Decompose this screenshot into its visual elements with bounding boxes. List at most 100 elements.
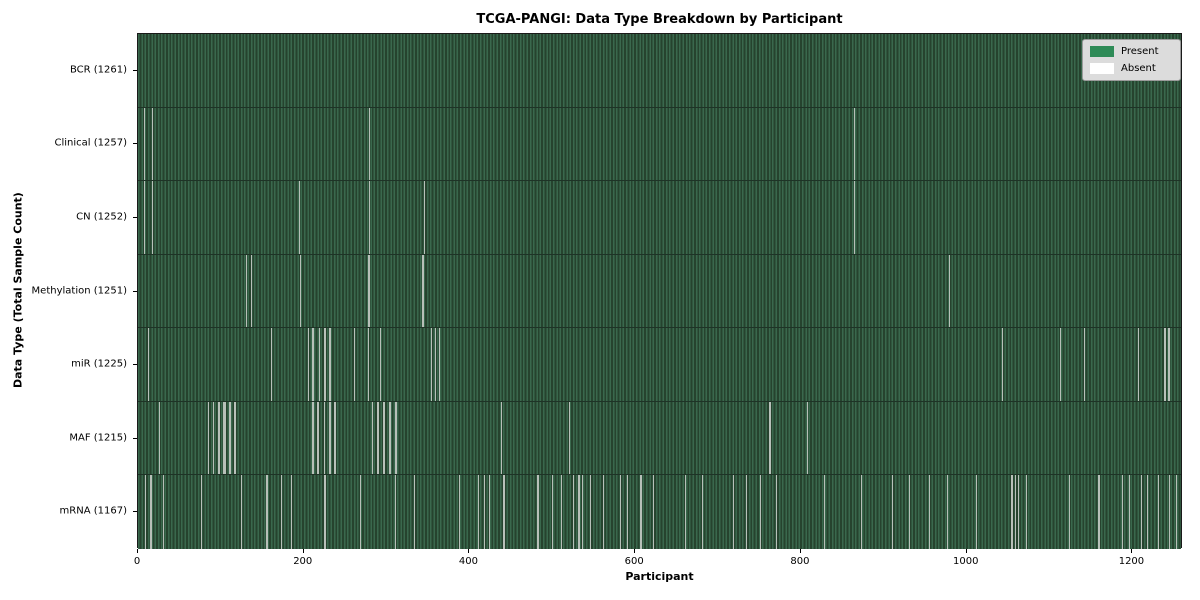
absent-stripe [626,475,629,549]
absent-stripe [223,401,226,475]
absent-stripe [908,475,910,549]
absent-stripe [394,401,398,475]
absent-stripe [430,328,433,401]
absent-stripe [389,401,391,475]
heatmap-row-mRNA [138,475,1181,549]
heatmap-row-BCR [138,34,1181,108]
x-tick-mark [799,549,801,553]
absent-stripe [144,475,146,549]
absent-stripe [806,401,808,475]
absent-stripe [620,475,622,549]
absent-stripe [266,475,268,549]
y-tick-label: Methylation (1251) [31,285,127,296]
absent-stripe [307,328,310,401]
absent-stripe [1014,475,1016,549]
absent-stripe [354,328,356,401]
absent-stripe [318,328,321,401]
absent-stripe [383,401,385,475]
y-tick-mark [133,216,137,218]
chart-title: TCGA-PANGI: Data Type Breakdown by Parti… [476,12,843,27]
absent-stripe [298,181,301,254]
x-tick-mark [1131,549,1133,553]
absent-stripe [394,475,396,549]
absent-stripe [1098,475,1100,549]
absent-stripe [207,401,210,475]
absent-stripe [150,475,152,549]
absent-stripe [152,107,154,181]
absent-stripe [291,475,293,549]
legend-label: Absent [1121,63,1156,74]
absent-stripe [334,401,336,475]
absent-stripe [1140,475,1142,549]
legend-item-present: Present [1090,46,1172,57]
absent-stripe [477,475,479,549]
absent-stripe [860,475,862,549]
absent-stripe [949,254,951,328]
absent-stripe [360,475,362,549]
absent-stripe [1163,328,1167,401]
y-tick-mark [133,511,137,513]
absent-stripe [324,475,326,549]
y-tick-label: BCR (1261) [69,64,127,76]
absent-stripe [746,475,748,549]
x-tick-label: 800 [790,556,810,567]
absent-stripe [776,475,778,549]
absent-stripe [602,475,605,549]
absent-stripe [582,475,584,549]
x-tick-mark [965,549,967,553]
heatmap-row-miR [138,328,1181,402]
absent-stripe [458,475,460,549]
absent-stripe [1060,328,1062,401]
legend: Present Absent [1082,39,1181,81]
y-tick-mark [133,143,137,145]
legend-label: Present [1121,46,1159,57]
absent-stripe [329,328,331,401]
x-tick-label: 600 [624,556,644,567]
absent-stripe [245,254,247,328]
absent-stripe [1025,475,1027,549]
absent-stripe [1138,328,1140,401]
absent-stripe [733,475,735,549]
absent-stripe [367,328,369,401]
absent-stripe [552,475,554,549]
absent-stripe [589,475,591,549]
x-tick-label: 200 [293,556,313,567]
absent-stripe [434,328,437,401]
absent-stripe [152,181,154,254]
legend-item-absent: Absent [1090,63,1172,74]
absent-stripe [1121,475,1124,549]
absent-stripe [1168,475,1171,549]
absent-stripe [640,475,642,549]
absent-stripe [701,475,703,549]
absent-stripe [560,475,562,549]
absent-stripe [423,181,426,254]
absent-stripe [312,401,314,475]
heatmap-row-Clinical [138,107,1181,182]
absent-stripe [369,107,371,181]
absent-stripe [1018,475,1020,549]
absent-stripe [1146,475,1148,549]
x-tick-label: 1200 [1118,556,1145,567]
y-tick-label: Clinical (1257) [54,137,128,149]
y-tick-label: CN (1252) [76,211,127,223]
absent-stripe [234,401,236,475]
absent-stripe [1083,328,1085,401]
absent-stripe [854,181,856,254]
absent-stripe [371,401,374,475]
y-tick-mark [133,364,137,366]
absent-stripe [280,475,282,549]
absent-stripe [1168,328,1170,401]
absent-stripe [368,254,370,328]
absent-stripe [369,181,371,254]
absent-stripe [1068,475,1071,549]
absent-stripe [759,475,761,549]
absent-stripe [329,401,331,475]
heatmap-row-CN [138,181,1181,255]
present-swatch-icon [1090,46,1114,57]
absent-stripe [240,475,242,549]
absent-stripe [438,328,441,401]
absent-stripe [652,475,654,549]
absent-swatch-icon [1090,63,1114,74]
absent-stripe [854,107,856,181]
absent-stripe [379,328,382,401]
